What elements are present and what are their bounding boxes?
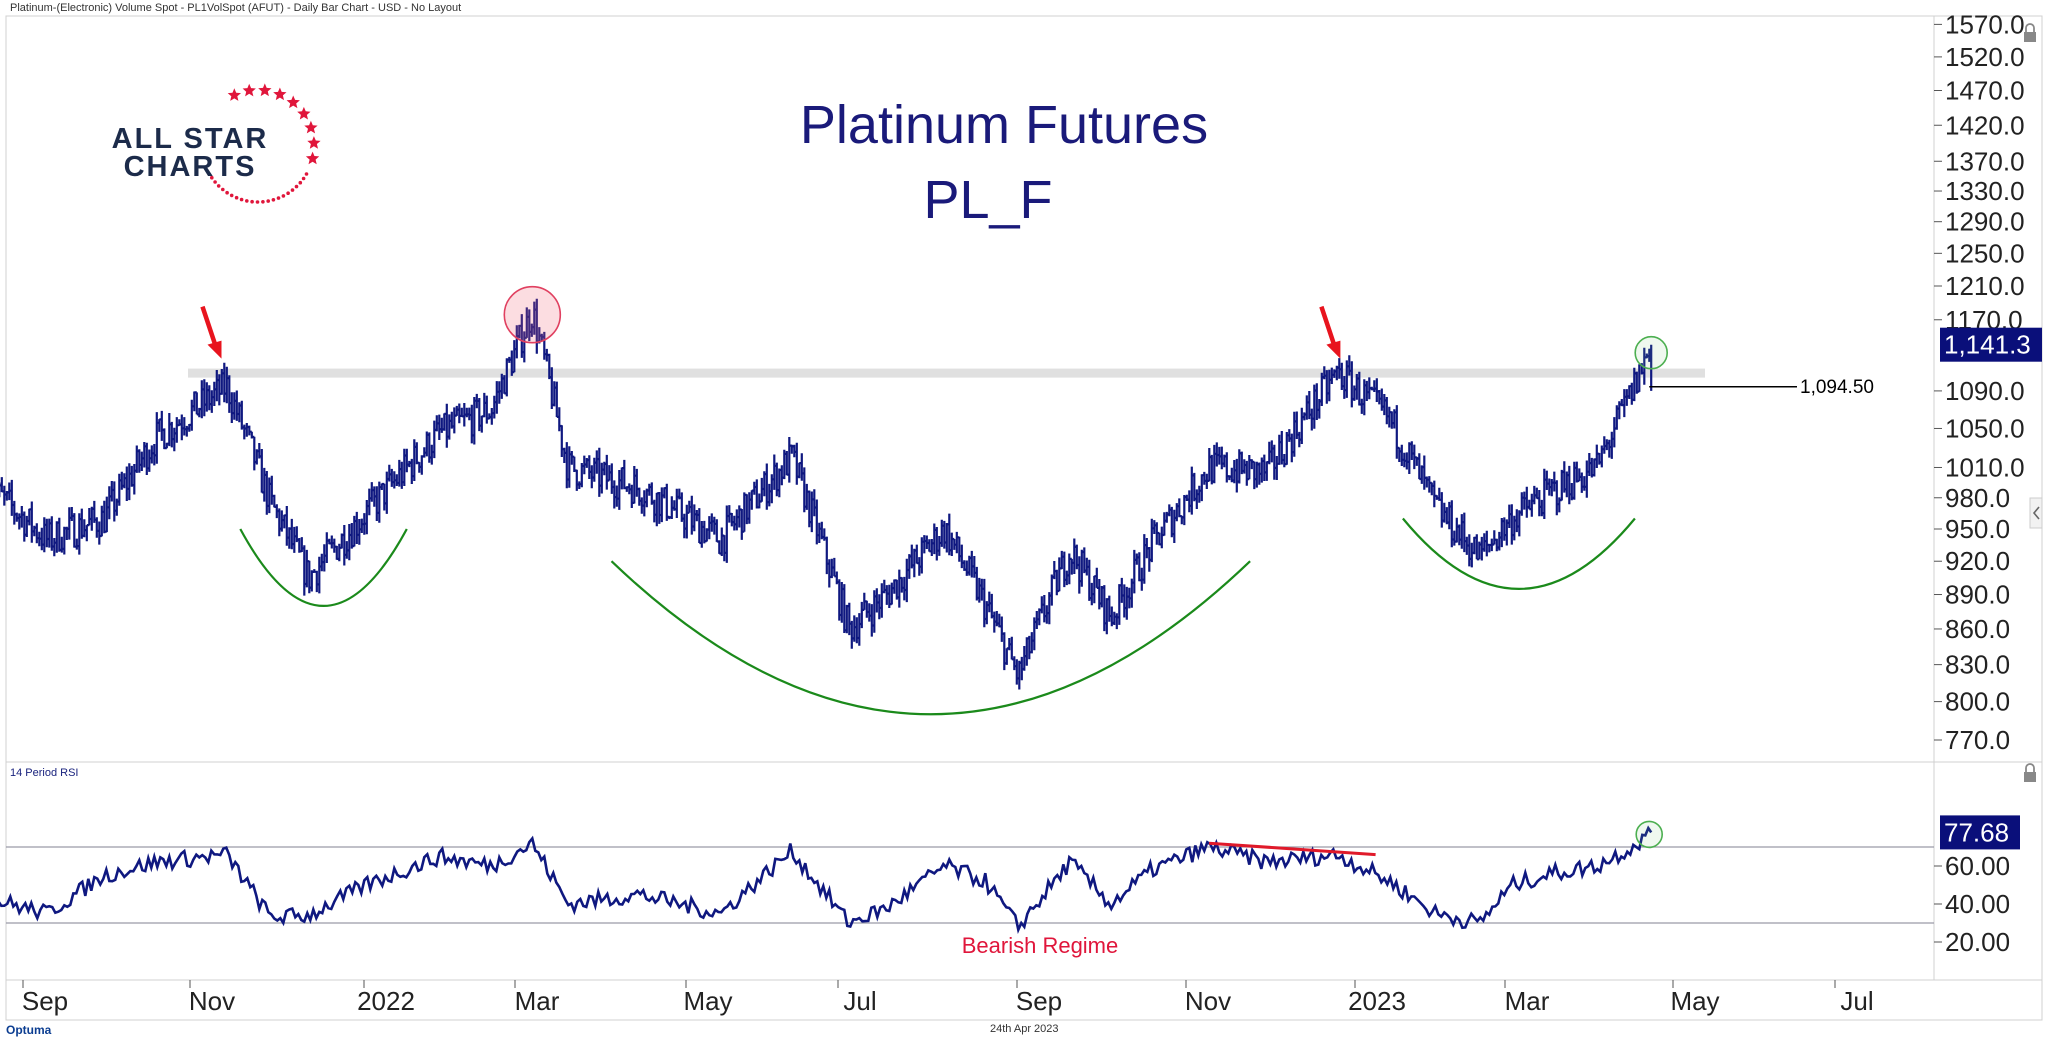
collapse-chevron-icon[interactable] <box>2029 497 2043 529</box>
price-tick-label: 920.0 <box>1945 546 2010 576</box>
time-tick-label: May <box>1670 986 1719 1016</box>
rsi-tick-label: 40.00 <box>1945 889 2010 919</box>
rsi-panel-label: 14 Period RSI <box>10 767 79 779</box>
rounding-bottom-arc <box>610 560 1251 716</box>
rounding-bottom-arc <box>239 528 408 607</box>
rsi-line <box>0 825 1653 935</box>
chart-title: Platinum Futures <box>800 95 1208 155</box>
time-tick-label: Nov <box>1185 986 1231 1016</box>
price-tick-label: 1290.0 <box>1945 207 2025 237</box>
footer-date: 24th Apr 2023 <box>990 1023 1059 1035</box>
rounding-bottom-arc <box>1402 517 1636 590</box>
time-tick-label: 2022 <box>357 986 415 1016</box>
price-tick-label: 1370.0 <box>1945 146 2025 176</box>
price-tick-label: 1330.0 <box>1945 176 2025 206</box>
price-tick-label: 1010.0 <box>1945 452 2025 482</box>
lock-icon[interactable] <box>2024 23 2036 42</box>
time-tick-label: 2023 <box>1348 986 1406 1016</box>
time-tick-label: Mar <box>1505 986 1550 1016</box>
time-tick-label: Jul <box>1840 986 1873 1016</box>
price-tick-label: 800.0 <box>1945 687 2010 717</box>
price-tick-label: 1050.0 <box>1945 413 2025 443</box>
green-highlight-circle <box>1634 335 1668 370</box>
time-tick-label: Mar <box>515 986 560 1016</box>
price-tick-label: 1420.0 <box>1945 110 2025 140</box>
last-price-label: 1,141.3 <box>1944 330 2031 360</box>
level-label: 1,094.50 <box>1800 377 1874 398</box>
price-tick-label: 1090.0 <box>1945 376 2025 406</box>
price-tick-label: 1570.0 <box>1945 9 2025 39</box>
rsi-last-value-label: 77.68 <box>1944 817 2009 847</box>
chart-header: Platinum-(Electronic) Volume Spot - PL1V… <box>10 2 462 14</box>
price-tick-label: 860.0 <box>1945 614 2010 644</box>
price-tick-label: 1210.0 <box>1945 271 2025 301</box>
time-tick-label: Jul <box>843 986 876 1016</box>
logo-stars-icon <box>210 83 321 204</box>
red-arrow-icon <box>1319 305 1341 359</box>
time-tick-label: Nov <box>189 986 235 1016</box>
last-price-box <box>1940 327 2042 362</box>
logo-line-1: ALL STAR <box>112 123 269 155</box>
price-tick-label: 830.0 <box>1945 650 2010 680</box>
bearish-regime-label: Bearish Regime <box>962 933 1119 958</box>
rsi-highlight-circle <box>1635 820 1663 849</box>
time-tick-label: May <box>683 986 732 1016</box>
rsi-divergence-line <box>1208 841 1376 857</box>
rsi-tick-label: 20.00 <box>1945 927 2010 957</box>
price-tick-label: 980.0 <box>1945 483 2010 513</box>
time-tick-label: Sep <box>1016 986 1062 1016</box>
price-tick-label: 950.0 <box>1945 514 2010 544</box>
price-bars <box>0 298 1653 690</box>
all-star-charts-logo: ALL STAR CHARTS <box>112 83 321 204</box>
logo-line-2: CHARTS <box>124 151 257 183</box>
rsi-lock-icon[interactable] <box>2024 763 2036 782</box>
price-tick-label: 1250.0 <box>1945 238 2025 268</box>
optuma-brand: Optuma <box>6 1023 52 1037</box>
price-tick-label: 770.0 <box>1945 725 2010 755</box>
price-tick-label: 1520.0 <box>1945 42 2025 72</box>
chart-subtitle: PL_F <box>923 170 1052 230</box>
resistance-band <box>188 368 1705 378</box>
time-tick-label: Sep <box>22 986 68 1016</box>
red-highlight-circle <box>503 285 562 344</box>
price-tick-label: 890.0 <box>1945 580 2010 610</box>
rsi-tick-label: 60.00 <box>1945 851 2010 881</box>
rsi-last-value-box <box>1940 815 2020 850</box>
price-tick-label: 1470.0 <box>1945 75 2025 105</box>
red-arrow-icon <box>200 305 222 359</box>
